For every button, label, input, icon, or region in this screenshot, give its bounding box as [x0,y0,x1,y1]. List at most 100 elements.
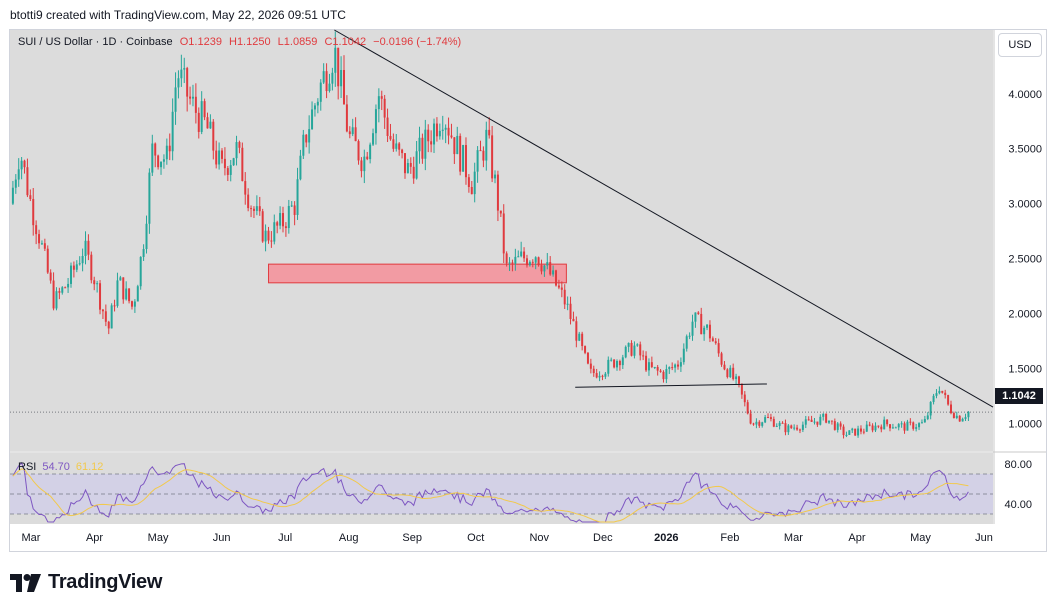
candle [569,296,572,325]
candle-body [505,253,508,264]
candle-body [947,395,950,405]
candle [125,281,128,301]
candle [276,220,279,234]
candle-body [810,419,813,422]
time-tick-label: Mar [22,532,41,544]
candle-body [961,418,964,422]
candle-body [357,141,360,161]
candle [244,172,247,205]
candle-body [601,375,604,377]
candle [889,423,892,432]
candle-body [740,383,743,395]
candle [247,188,250,212]
candle [87,234,90,261]
candle-body [569,303,572,319]
candle-body [218,150,221,165]
candle [476,146,479,183]
candle-body [645,355,648,371]
price-tick-label: 4.0000 [1008,89,1042,101]
candle [589,358,592,374]
time-tick-label: May [148,532,169,544]
candle-body [714,341,717,344]
candle-body [851,428,854,431]
candle-body [430,141,433,145]
candle-body [958,415,961,422]
candle-body [616,360,619,368]
candle-body [868,424,871,426]
candle [252,206,255,218]
candle-body [534,257,537,263]
tradingview-logo-text: TradingView [48,571,163,593]
candle [633,341,636,359]
time-tick-label: Mar [784,532,803,544]
candle-body [200,101,203,132]
candle-body [366,156,369,160]
candle-body [464,145,467,178]
candle-body [215,150,218,165]
candle-body [308,129,311,143]
candle [255,195,258,216]
candle-body [232,158,235,166]
candle-body [880,426,883,430]
candle-body [929,401,932,416]
candle-body [557,285,560,288]
candle [830,420,833,425]
candle-body [450,135,453,138]
candle [296,167,299,220]
candle-body [209,121,212,129]
candle-body [967,411,970,418]
candle-body [250,208,253,210]
candle-body [101,309,104,312]
candle-body [903,423,906,431]
price-chart[interactable]: 4.50004.00003.50003.00002.50002.00001.50… [9,29,1047,552]
candle-body [720,353,723,365]
symbol-label[interactable]: SUI / US Dollar · 1D · Coinbase [18,36,173,48]
candle-body [360,160,363,172]
candle [665,364,668,384]
candle-body [816,421,819,425]
candle-body [883,419,886,430]
candle [810,415,813,422]
candle-body [560,287,563,290]
candle [128,288,131,304]
candle-body [865,424,868,432]
candle [781,421,784,424]
trend-line [334,29,994,408]
candle [534,256,537,270]
candle [749,409,752,425]
currency-button[interactable]: USD [998,33,1042,57]
candle [151,134,154,176]
candle-body [944,392,947,396]
candle-body [804,419,807,425]
candle [412,156,415,184]
candle [415,141,418,180]
candle-body [581,333,584,347]
candle [40,240,43,245]
candle-body [244,181,247,195]
candle [862,428,865,435]
candle [877,425,880,429]
candle-body [273,222,276,242]
candle-body [494,174,497,179]
rsi-legend[interactable]: RSI 54.70 61.12 [18,461,103,473]
candle-body [328,83,331,92]
candle-body [563,289,566,305]
candle [456,126,459,155]
candle [232,157,235,166]
tradingview-logo[interactable]: TradingView [10,571,162,594]
candle [96,280,99,293]
candle-body [520,251,523,257]
price-tick-label: 1.0000 [1008,419,1042,431]
candle [897,423,900,431]
candle [508,257,511,271]
candle-body [662,371,665,380]
candle [17,158,20,187]
candle-body [949,404,952,414]
candle-body [459,135,462,172]
candle-body [656,366,659,371]
candle [392,133,395,152]
candle-body [482,150,485,161]
candle-body [836,423,839,430]
candle [482,146,485,168]
candle [801,421,804,433]
